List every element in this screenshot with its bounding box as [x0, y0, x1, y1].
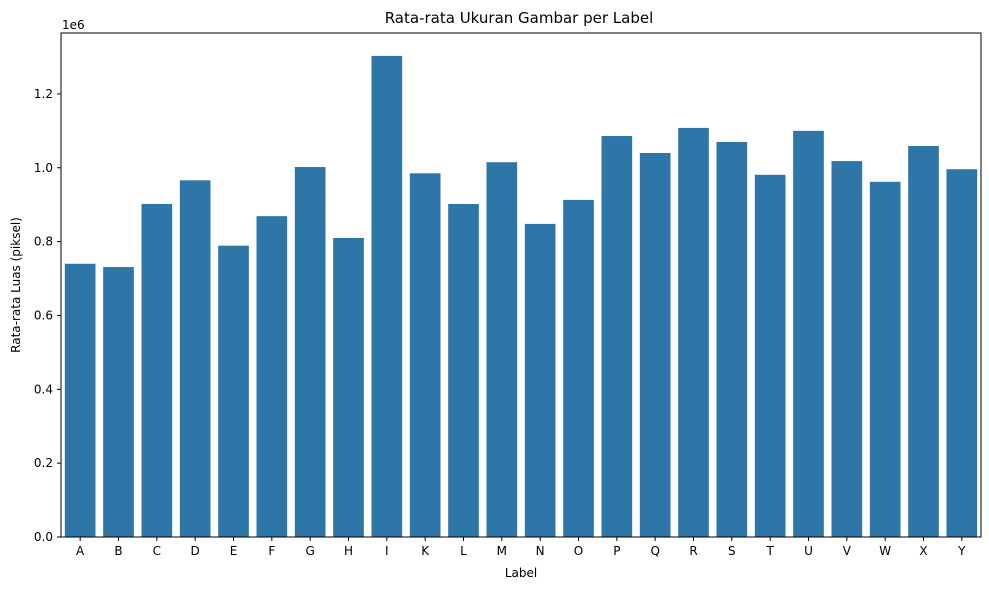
bar-B — [103, 267, 134, 537]
x-tick-label-E: E — [230, 544, 238, 558]
y-tick-label-4: 0.8 — [34, 235, 53, 249]
x-tick-label-H: H — [344, 544, 353, 558]
x-tick-label-B: B — [114, 544, 122, 558]
bar-A — [64, 263, 96, 537]
bar-D — [179, 180, 211, 537]
bar-N — [524, 223, 556, 537]
bar-C — [141, 203, 173, 537]
y-axis-label: Rata-rata Luas (piksel) — [9, 217, 23, 353]
x-tick-label-R: R — [689, 544, 697, 558]
x-tick-label-D: D — [191, 544, 200, 558]
x-tick-label-L: L — [460, 544, 467, 558]
x-tick-label-U: U — [804, 544, 813, 558]
bar-W — [869, 181, 901, 538]
x-tick-label-G: G — [306, 544, 315, 558]
bar-L — [448, 203, 479, 537]
x-tick-label-F: F — [268, 544, 275, 558]
bar-I — [371, 55, 403, 537]
y-offset-label: 1e6 — [62, 18, 85, 32]
bar-H — [333, 237, 364, 538]
bar-O — [563, 199, 594, 537]
x-tick-label-I: I — [385, 544, 389, 558]
bar-T — [754, 174, 786, 537]
bar-G — [294, 167, 326, 537]
y-tick-label-0: 0.0 — [34, 530, 53, 544]
bar-X — [908, 145, 939, 538]
x-tick-label-A: A — [76, 544, 85, 558]
bar-R — [678, 127, 709, 537]
bar-Y — [946, 169, 978, 537]
x-tick-label-Q: Q — [650, 544, 659, 558]
plot-frame — [60, 32, 982, 538]
x-tick-label-T: T — [765, 544, 774, 558]
bar-F — [256, 216, 288, 537]
y-tick-label-2: 0.4 — [34, 382, 53, 396]
y-ticks-group: 0.0 0.2 0.4 0.6 0.8 1.0 1.2 — [34, 87, 61, 544]
bars-group — [64, 55, 978, 538]
bar-Q — [639, 153, 671, 537]
x-axis-label: Label — [505, 566, 537, 580]
chart-title: Rata-rata Ukuran Gambar per Label — [385, 9, 654, 27]
bar-S — [716, 141, 748, 538]
bar-K — [409, 173, 441, 537]
bar-V — [831, 161, 863, 537]
x-tick-label-M: M — [497, 544, 507, 558]
y-tick-label-1: 0.2 — [34, 456, 53, 470]
x-tick-label-V: V — [843, 544, 852, 558]
x-tick-label-W: W — [879, 544, 891, 558]
x-tick-label-O: O — [574, 544, 583, 558]
x-tick-label-N: N — [536, 544, 545, 558]
x-tick-label-P: P — [613, 544, 620, 558]
y-tick-label-3: 0.6 — [34, 308, 53, 322]
y-tick-label-6: 1.2 — [34, 87, 53, 101]
bar-E — [218, 245, 249, 537]
bar-P — [601, 136, 633, 537]
x-tick-label-S: S — [728, 544, 736, 558]
y-tick-label-5: 1.0 — [34, 161, 53, 175]
x-tick-label-C: C — [153, 544, 161, 558]
x-tick-label-X: X — [919, 544, 927, 558]
x-tick-label-Y: Y — [957, 544, 966, 558]
bar-M — [486, 162, 518, 538]
bar-U — [793, 130, 824, 537]
x-tick-label-K: K — [421, 544, 430, 558]
